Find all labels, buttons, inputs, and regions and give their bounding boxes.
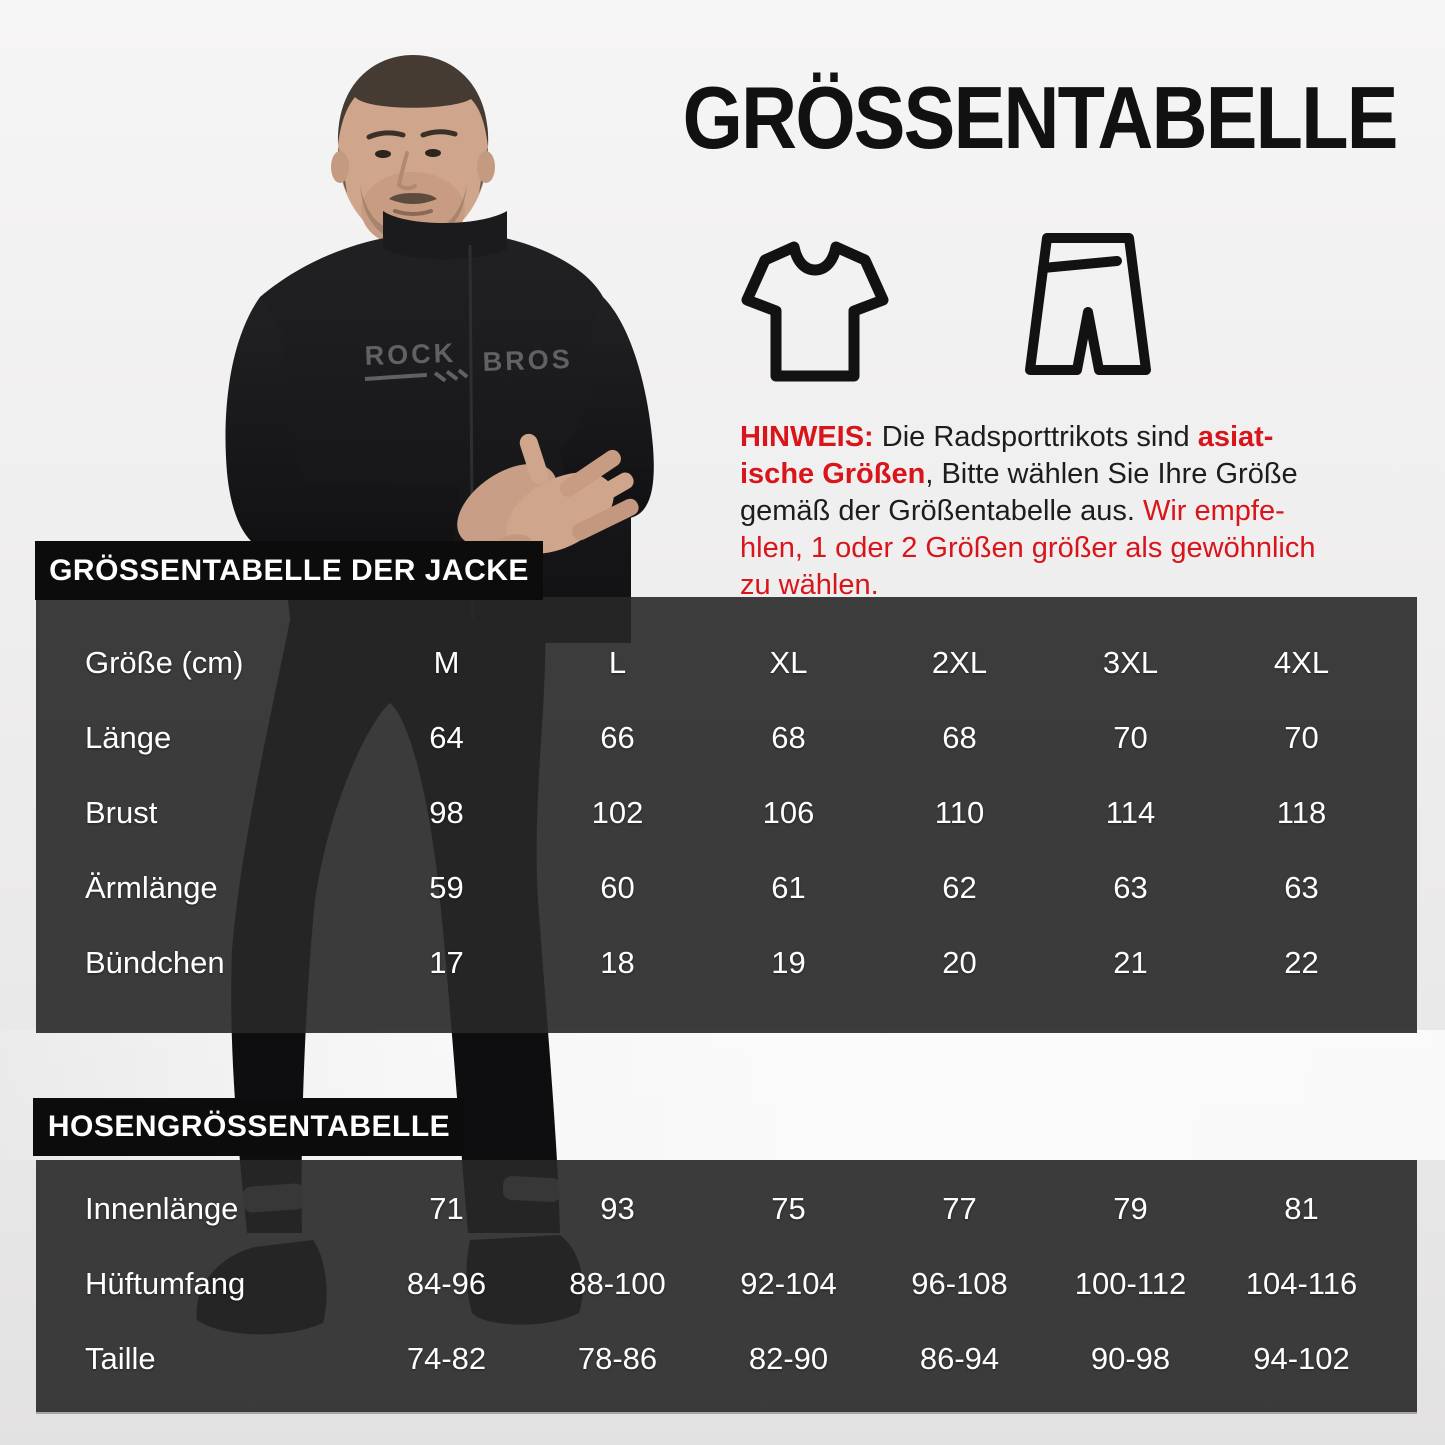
value-cell: 114 [1105, 794, 1156, 830]
notice-line: gemäß der Größentabelle aus. Wir empfe- [740, 493, 1440, 530]
value-cell: 21 [1113, 944, 1148, 980]
notice-segment: zu wählen. [740, 569, 879, 601]
notice-line: ische Größen, Bitte wählen Sie Ihre Größ… [740, 456, 1440, 493]
value-cell: 20 [942, 944, 977, 980]
svg-text:ROCK: ROCK [364, 338, 456, 371]
value-cell: 74-82 [406, 1340, 487, 1376]
value-cell: 17 [429, 944, 464, 980]
value-cell: 3XL [1102, 644, 1159, 680]
notice-line: HINWEIS: Die Radsporttrikots sind asiat- [740, 419, 1440, 456]
value-cell: 66 [600, 719, 635, 755]
jacket-table-title: GRÖSSENTABELLE DER JACKE [35, 541, 543, 600]
value-cell: 118 [1276, 794, 1327, 830]
value-cell: 22 [1284, 944, 1319, 980]
value-cell: 77 [942, 1190, 977, 1226]
value-cell: M [433, 644, 460, 680]
value-cell: 59 [429, 869, 464, 905]
jacket-table-title-text: GRÖSSENTABELLE DER JACKE [49, 553, 529, 587]
notice-line: hlen, 1 oder 2 Größen größer als gewöhnl… [740, 530, 1440, 567]
notice-segment: , Bitte wählen Sie Ihre Größe [925, 458, 1298, 490]
value-cell: 68 [771, 719, 806, 755]
value-cell: 61 [771, 869, 806, 905]
notice-segment: hlen, 1 oder 2 Größen größer als gewöhnl… [740, 532, 1316, 564]
row-label-cell: Länge [85, 719, 172, 755]
pants-table-title-text: HOSENGRÖSSENTABELLE [47, 1110, 451, 1143]
value-cell: 100-112 [1074, 1265, 1187, 1301]
value-cell: 81 [1284, 1190, 1319, 1226]
value-cell: 70 [1113, 719, 1148, 755]
pants-table-title: HOSENGRÖSSENTABELLE [33, 1098, 465, 1156]
row-label-cell: Brust [85, 794, 158, 830]
table-row: Innenlänge 71 93 75 77 79 81 [36, 1171, 1387, 1246]
value-cell: 60 [600, 869, 635, 905]
value-cell: L [608, 644, 627, 680]
table-row: Taille 74-82 78-86 82-90 86-94 90-98 94-102 [36, 1321, 1387, 1396]
notice-segment: gemäß der Größentabelle aus. [740, 495, 1143, 527]
value-cell: 106 [762, 794, 815, 830]
notice-segment: HINWEIS: [740, 421, 874, 453]
row-label-cell: Taille [85, 1340, 156, 1376]
row-label-cell: Bündchen [85, 944, 225, 980]
svg-text:BROS: BROS [482, 344, 573, 377]
jacket-table-grid: Größe (cm) M L XL 2XL 3XL 4XL Länge 64 66 68 68 70 70… [36, 597, 1387, 1000]
table-row: Ärmlänge 59 60 61 62 63 63 [36, 850, 1387, 925]
value-cell: 96-108 [911, 1265, 1008, 1301]
table-row: Länge 64 66 68 68 70 70 [36, 700, 1387, 775]
value-cell: 19 [771, 944, 806, 980]
tshirt-icon [741, 241, 889, 382]
notice-segment: Die Radsporttrikots sind [873, 421, 1198, 453]
row-label-cell: Innenlänge [85, 1190, 239, 1226]
jacket-table-background [36, 597, 1417, 1033]
value-cell: 71 [429, 1190, 464, 1226]
value-cell: 94-102 [1253, 1340, 1350, 1376]
row-label-cell: Größe (cm) [85, 644, 244, 680]
value-cell: 84-96 [406, 1265, 487, 1301]
shorts-icon [1025, 233, 1151, 375]
notice-text: HINWEIS: Die Radsporttrikots sind asiat-… [740, 419, 1440, 604]
value-cell: 63 [1113, 869, 1148, 905]
value-cell: 104-116 [1245, 1265, 1358, 1301]
value-cell: 2XL [931, 644, 988, 680]
value-cell: 75 [771, 1190, 806, 1226]
value-cell: 86-94 [919, 1340, 1000, 1376]
pants-table-grid: Innenlänge 71 93 75 77 79 81 Hüftumfang 84-96 88-… [36, 1160, 1387, 1396]
value-cell: 78-86 [577, 1340, 658, 1376]
value-cell: 4XL [1273, 644, 1330, 680]
jersey-logo: ROCK BROS [364, 338, 573, 383]
notice-segment: asiat- [1197, 421, 1274, 453]
notice-segment: ische Größen [740, 458, 926, 490]
table-row: Hüftumfang 84-96 88-100 92-104 96-108 100-112… [36, 1246, 1387, 1321]
value-cell: 90-98 [1090, 1340, 1171, 1376]
value-cell: 70 [1284, 719, 1319, 755]
garment-icons [735, 228, 1335, 390]
value-cell: 110 [934, 794, 985, 830]
table-header-row: Größe (cm) M L XL 2XL 3XL 4XL [36, 625, 1387, 700]
value-cell: 63 [1284, 869, 1319, 905]
value-cell: XL [769, 644, 808, 680]
value-cell: 79 [1113, 1190, 1148, 1226]
table-row: Bündchen 17 18 19 20 21 22 [36, 925, 1387, 1000]
table-row: Brust 98 102 106 110 114 118 [36, 775, 1387, 850]
value-cell: 64 [429, 719, 464, 755]
value-cell: 98 [429, 794, 464, 830]
value-cell: 102 [591, 794, 644, 830]
value-cell: 68 [942, 719, 977, 755]
value-cell: 62 [942, 869, 977, 905]
page-title: GRÖSSENTABELLE [683, 68, 1399, 167]
row-label-cell: Ärmlänge [85, 869, 218, 905]
value-cell: 18 [600, 944, 635, 980]
model-hair [337, 55, 489, 147]
value-cell: 88-100 [569, 1265, 666, 1301]
notice-line: zu wählen. [740, 567, 1440, 604]
value-cell: 82-90 [748, 1340, 829, 1376]
row-label-cell: Hüftumfang [85, 1265, 246, 1301]
pants-table-background [36, 1160, 1417, 1414]
value-cell: 93 [600, 1190, 635, 1226]
value-cell: 92-104 [740, 1265, 837, 1301]
notice-segment: Wir empfe- [1142, 495, 1285, 527]
